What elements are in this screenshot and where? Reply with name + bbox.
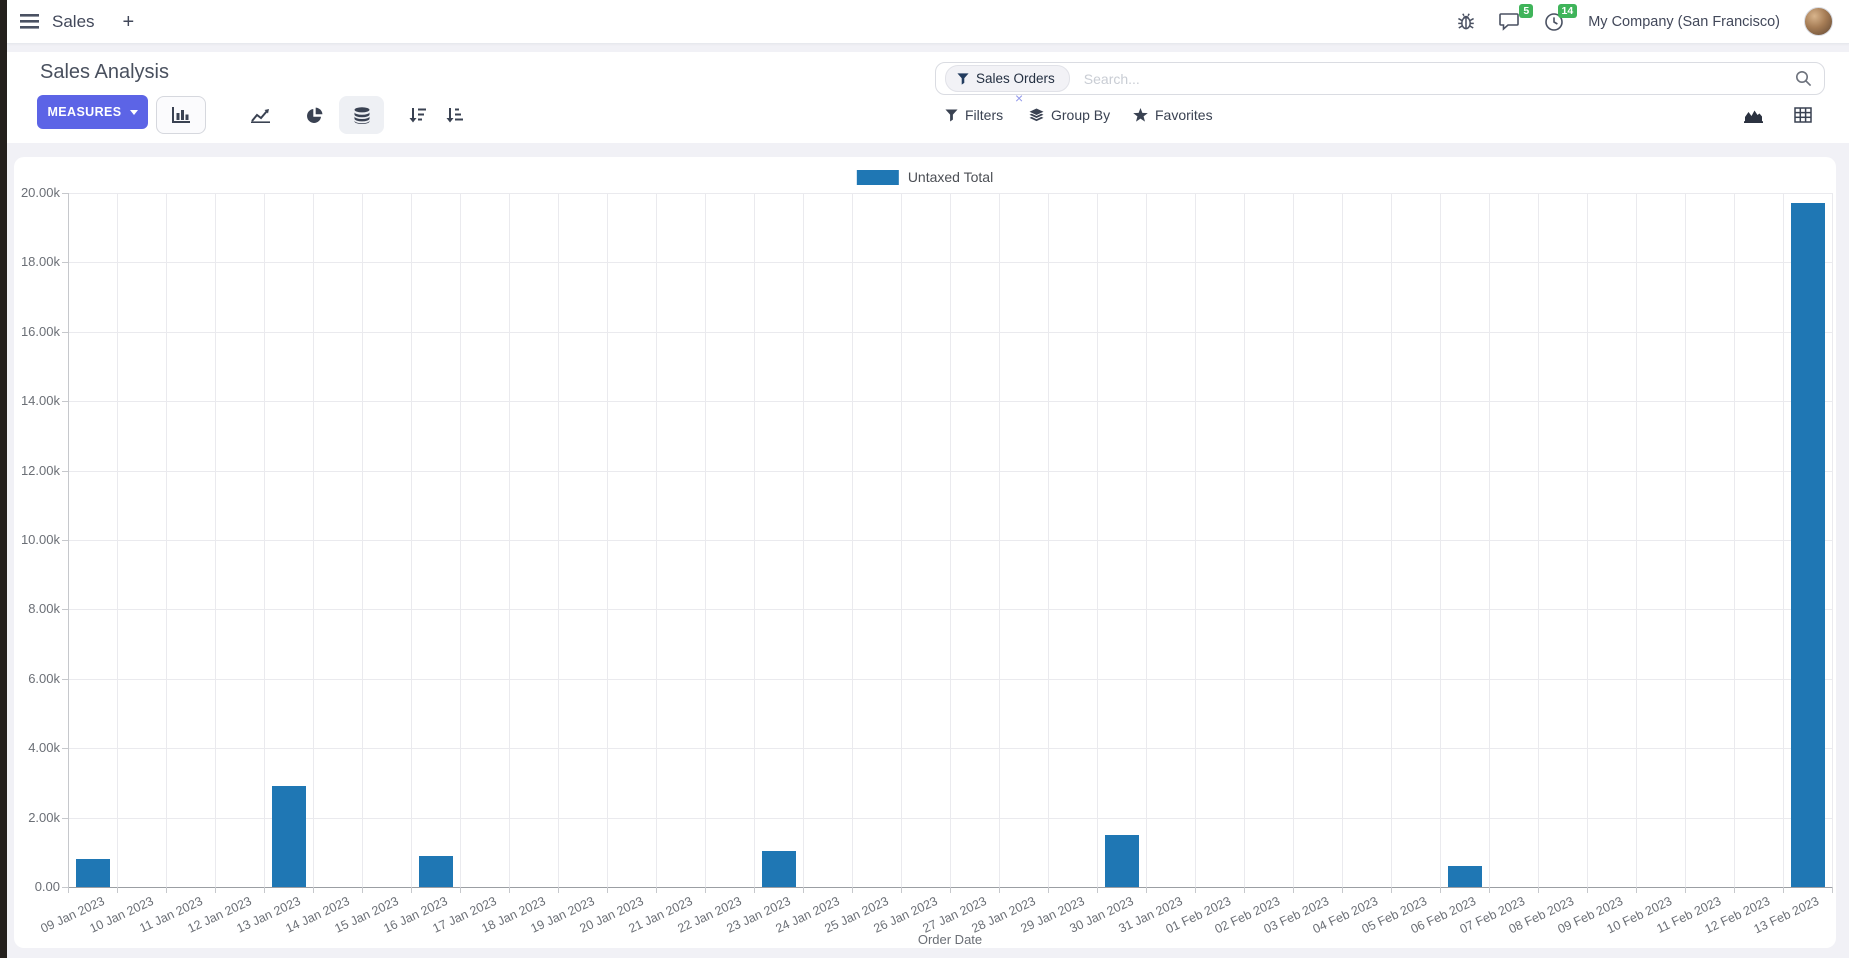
bar-chart-button[interactable] bbox=[156, 96, 206, 134]
user-avatar[interactable] bbox=[1804, 7, 1833, 36]
area-chart-icon bbox=[1743, 110, 1763, 123]
bar[interactable] bbox=[1104, 835, 1139, 887]
messages-badge: 5 bbox=[1519, 4, 1534, 18]
filter-funnel-icon bbox=[957, 72, 969, 85]
filters-button[interactable]: Filters bbox=[945, 107, 1003, 123]
activities-badge: 14 bbox=[1557, 3, 1578, 18]
search-icon[interactable] bbox=[1795, 70, 1812, 87]
favorites-label: Favorites bbox=[1155, 107, 1213, 123]
new-tab-plus-icon[interactable]: + bbox=[122, 10, 135, 33]
bar[interactable] bbox=[271, 786, 306, 887]
window-left-edge bbox=[0, 0, 7, 958]
messages-icon[interactable]: 5 bbox=[1499, 4, 1534, 31]
debug-bug-icon[interactable] bbox=[1457, 12, 1475, 31]
sort-descending-button[interactable] bbox=[398, 96, 436, 134]
measures-label: MEASURES bbox=[47, 105, 122, 119]
bar[interactable] bbox=[418, 856, 453, 887]
group-by-button[interactable]: Group By bbox=[1029, 107, 1110, 123]
bar[interactable] bbox=[75, 859, 110, 887]
search-facet-sales-orders[interactable]: Sales Orders bbox=[945, 65, 1070, 92]
facet-label: Sales Orders bbox=[976, 71, 1055, 86]
legend-item-untaxed-total[interactable]: Untaxed Total bbox=[856, 169, 994, 185]
top-navbar: Sales + 5 bbox=[7, 0, 1849, 44]
group-by-label: Group By bbox=[1051, 107, 1111, 123]
bar[interactable] bbox=[1447, 866, 1482, 887]
search-input[interactable] bbox=[1069, 69, 1795, 88]
measures-button[interactable]: MEASURES bbox=[37, 95, 148, 129]
favorites-button[interactable]: Favorites bbox=[1133, 107, 1213, 123]
legend-swatch bbox=[856, 169, 899, 185]
search-bar[interactable]: Sales Orders bbox=[935, 62, 1825, 95]
star-icon bbox=[1133, 108, 1148, 122]
bar[interactable] bbox=[1790, 203, 1825, 887]
company-switcher[interactable]: My Company (San Francisco) bbox=[1588, 13, 1780, 30]
caret-down-icon bbox=[129, 109, 138, 115]
control-panel: Sales Analysis MEASURES Sales Ord bbox=[7, 52, 1849, 143]
bar[interactable] bbox=[761, 851, 796, 887]
facet-remove-icon[interactable]: × bbox=[1015, 90, 1024, 106]
sort-ascending-button[interactable] bbox=[435, 96, 473, 134]
pie-chart-button[interactable] bbox=[295, 96, 333, 134]
app-name[interactable]: Sales bbox=[52, 11, 95, 31]
activities-clock-icon[interactable]: 14 bbox=[1544, 3, 1578, 32]
stacked-button[interactable] bbox=[339, 96, 384, 134]
chart-card bbox=[14, 157, 1836, 948]
page-title: Sales Analysis bbox=[40, 61, 169, 83]
filters-label: Filters bbox=[965, 107, 1004, 123]
apps-menu-icon[interactable] bbox=[20, 14, 39, 29]
pivot-view-button[interactable] bbox=[1779, 96, 1827, 134]
graph-view-button[interactable] bbox=[1729, 96, 1777, 134]
legend-label: Untaxed Total bbox=[907, 169, 994, 185]
line-chart-button[interactable] bbox=[241, 96, 279, 134]
pivot-table-icon bbox=[1794, 107, 1812, 123]
layers-icon bbox=[1029, 108, 1044, 122]
filter-funnel-icon bbox=[945, 108, 958, 122]
